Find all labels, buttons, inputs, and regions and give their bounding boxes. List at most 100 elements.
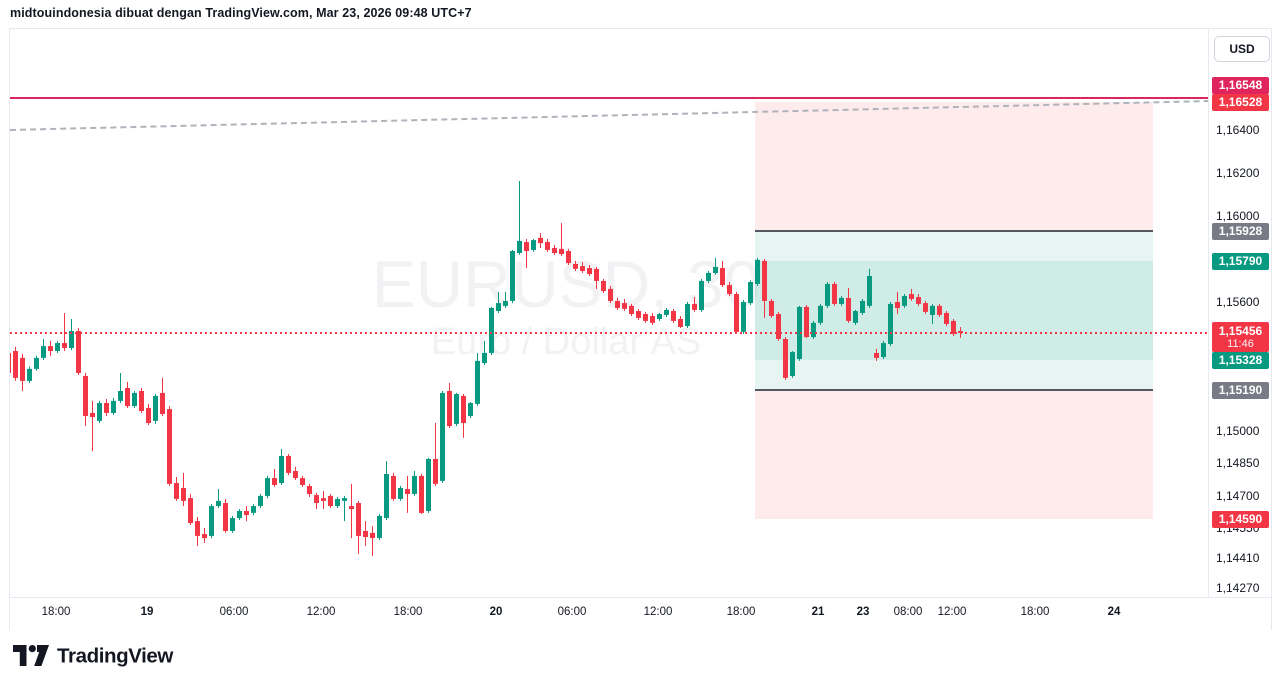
price-tick: 1,15000 bbox=[1216, 424, 1260, 438]
short-position-stop-zone[interactable] bbox=[755, 102, 1153, 232]
price-label-badge: 1,15790 bbox=[1212, 252, 1269, 270]
bear-candle bbox=[832, 283, 837, 304]
bull-candle bbox=[531, 240, 536, 250]
bull-candle bbox=[265, 478, 270, 496]
time-axis-label: 18:00 bbox=[1020, 606, 1050, 618]
price-label-badge: 1,15928 bbox=[1212, 222, 1269, 240]
bear-candle bbox=[895, 302, 900, 309]
bull-candle bbox=[839, 297, 844, 304]
bear-candle bbox=[524, 242, 529, 252]
time-axis-label: 08:00 bbox=[893, 606, 923, 618]
bear-candle bbox=[692, 303, 697, 310]
bear-candle bbox=[601, 280, 606, 292]
bear-candle bbox=[538, 237, 543, 244]
bear-candle bbox=[776, 314, 781, 339]
bear-candle bbox=[181, 487, 186, 501]
price-axis[interactable]: USD 1,16400 1,16200 1,16000 1,15600 1,15000 1… bbox=[1208, 29, 1271, 597]
last-price-line bbox=[10, 331, 1208, 334]
time-axis-label: 24 bbox=[1107, 606, 1121, 618]
bear-candle bbox=[734, 294, 739, 332]
short-position-entry-line[interactable] bbox=[755, 230, 1153, 233]
short-position-profit-zone[interactable] bbox=[755, 231, 1153, 361]
bull-candle bbox=[496, 303, 501, 312]
bear-candle bbox=[636, 311, 641, 318]
bull-candle bbox=[902, 295, 907, 306]
bear-candle bbox=[307, 486, 312, 494]
bear-candle bbox=[83, 375, 88, 416]
bear-candle bbox=[559, 248, 564, 255]
bull-candle bbox=[251, 506, 256, 513]
bull-candle bbox=[713, 266, 718, 273]
currency-button[interactable]: USD bbox=[1214, 36, 1270, 62]
time-axis-label: 18:00 bbox=[41, 606, 71, 618]
bull-candle bbox=[412, 475, 417, 494]
bull-candle bbox=[342, 498, 347, 501]
bear-candle bbox=[405, 489, 410, 494]
long-position-stop-zone[interactable] bbox=[755, 390, 1153, 520]
bull-candle bbox=[811, 322, 816, 338]
bear-candle bbox=[167, 409, 172, 484]
price-tick: 1,16000 bbox=[1216, 209, 1260, 223]
bear-candle bbox=[447, 391, 452, 427]
bear-candle bbox=[244, 510, 249, 516]
bear-candle bbox=[174, 483, 179, 499]
bear-candle bbox=[433, 458, 438, 484]
bear-candle bbox=[545, 242, 550, 250]
price-label-badge: 1,14590 bbox=[1212, 510, 1269, 528]
long-position-entry-line[interactable] bbox=[755, 389, 1153, 392]
bear-candle bbox=[594, 268, 599, 281]
tradingview-attribution[interactable]: TradingView bbox=[13, 645, 213, 673]
bear-candle bbox=[783, 338, 788, 378]
bear-candle bbox=[720, 268, 725, 286]
bear-candle bbox=[461, 395, 466, 424]
time-axis-label: 06:00 bbox=[557, 606, 587, 618]
bear-candle bbox=[566, 251, 571, 264]
attribution-text: midtouindonesia dibuat dengan TradingVie… bbox=[10, 6, 472, 20]
price-tick: 1,14850 bbox=[1216, 456, 1260, 471]
bull-candle bbox=[377, 515, 382, 539]
bull-candle bbox=[209, 506, 214, 536]
bull-candle bbox=[818, 305, 823, 323]
bull-candle bbox=[41, 346, 46, 358]
bull-candle bbox=[237, 510, 242, 519]
time-axis-label: 18:00 bbox=[393, 606, 423, 618]
bear-candle bbox=[328, 495, 333, 507]
bear-candle bbox=[580, 266, 585, 272]
price-tick: 1,16400 bbox=[1216, 123, 1260, 137]
bull-candle bbox=[489, 308, 494, 353]
bull-candle bbox=[34, 357, 39, 369]
bull-candle bbox=[517, 240, 522, 253]
time-axis-label: 23 bbox=[856, 606, 870, 618]
bull-candle bbox=[825, 283, 830, 306]
bear-candle bbox=[356, 503, 361, 536]
horizontal-price-line[interactable] bbox=[10, 97, 1208, 100]
bull-candle bbox=[790, 352, 795, 376]
bear-candle bbox=[48, 346, 53, 352]
bull-candle bbox=[118, 391, 123, 401]
bull-candle bbox=[475, 360, 480, 404]
time-axis-label: 12:00 bbox=[643, 606, 673, 618]
bull-candle bbox=[699, 280, 704, 310]
bull-candle bbox=[69, 331, 74, 349]
bull-candle bbox=[97, 403, 102, 421]
bear-candle bbox=[90, 412, 95, 418]
bull-candle bbox=[867, 275, 872, 306]
bull-candle bbox=[279, 455, 284, 484]
time-axis[interactable]: 18:00 19 06:00 12:00 18:00 20 06:00 12:00 18:00 2… bbox=[10, 597, 1271, 630]
bear-candle bbox=[643, 314, 648, 321]
bear-candle bbox=[139, 391, 144, 412]
bear-candle bbox=[671, 311, 676, 321]
tradingview-logo-icon: TradingView bbox=[13, 645, 174, 668]
bear-candle bbox=[363, 530, 368, 537]
bear-candle bbox=[286, 455, 291, 473]
chart-pane[interactable]: EURUSD, 30 Euro / Dollar AS bbox=[10, 29, 1208, 597]
bear-candle bbox=[615, 300, 620, 309]
bear-candle bbox=[10, 352, 11, 373]
bear-candle bbox=[804, 306, 809, 338]
time-axis-label: 20 bbox=[489, 606, 503, 618]
bull-candle bbox=[503, 300, 508, 306]
bear-candle bbox=[391, 475, 396, 499]
bear-candle bbox=[951, 320, 956, 335]
bear-candle bbox=[146, 407, 151, 424]
bear-candle bbox=[587, 268, 592, 275]
